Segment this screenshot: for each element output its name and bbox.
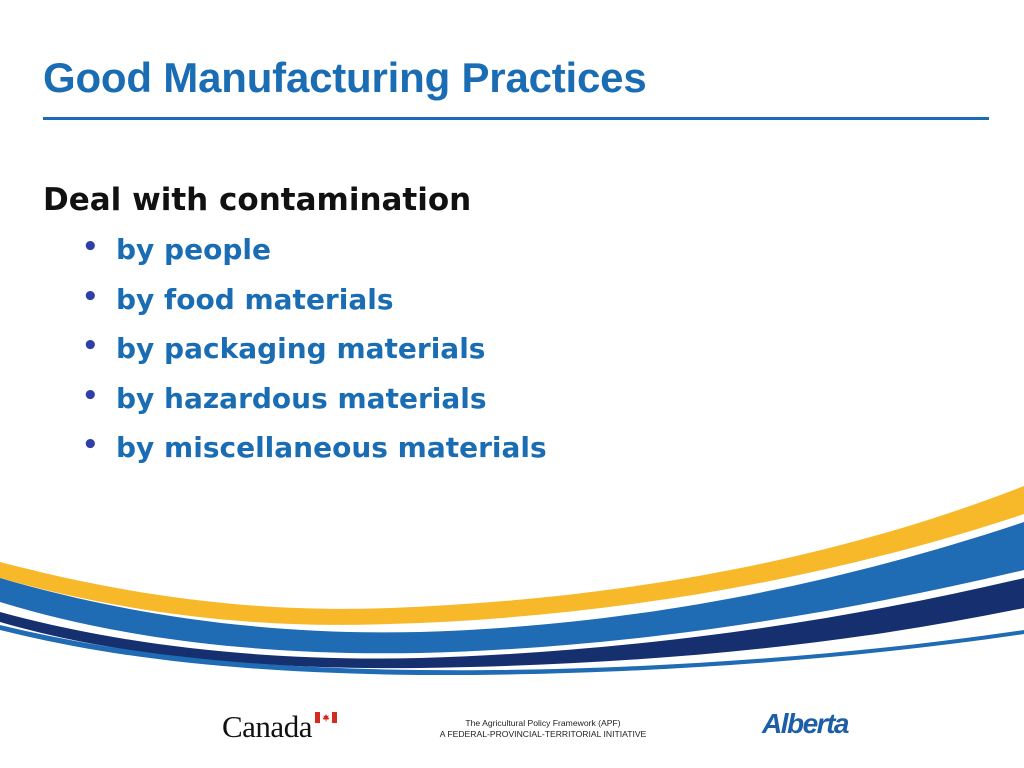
bullet-icon: •	[82, 232, 99, 262]
bullet-text: by packaging materials	[116, 332, 486, 365]
bullet-icon: •	[82, 380, 99, 411]
list-item: • by people	[80, 230, 547, 280]
list-item: • by packaging materials	[80, 329, 547, 379]
swoosh-blue-band	[0, 522, 1024, 654]
title-underline	[43, 117, 989, 120]
decorative-swoosh	[0, 486, 1024, 676]
bullet-icon: •	[82, 430, 99, 460]
swoosh-yellow-band	[0, 486, 1024, 625]
list-item: • by food materials	[80, 280, 547, 330]
canada-wordmark: Canada	[222, 709, 312, 744]
bullet-list: • by people • by food materials • by pac…	[80, 230, 547, 478]
list-item: • by hazardous materials	[80, 379, 547, 429]
list-item: • by miscellaneous materials	[80, 428, 547, 478]
slide-title: Good Manufacturing Practices	[43, 54, 647, 101]
bullet-text: by hazardous materials	[116, 381, 487, 415]
bullet-icon: •	[82, 281, 99, 312]
bullet-text: by miscellaneous materials	[116, 431, 547, 464]
bullet-text: by people	[116, 233, 271, 266]
canada-flag-icon	[315, 712, 337, 723]
bullet-icon: •	[82, 331, 99, 361]
swoosh-navy-band	[0, 578, 1024, 669]
apf-caption: The Agricultural Policy Framework (APF) …	[438, 718, 648, 740]
bullet-text: by food materials	[116, 282, 394, 316]
apf-line-1: The Agricultural Policy Framework (APF)	[465, 718, 621, 728]
apf-line-2: A FEDERAL-PROVINCIAL-TERRITORIAL INITIAT…	[439, 729, 647, 739]
alberta-wordmark: Alberta	[762, 708, 849, 739]
section-heading: Deal with contamination	[43, 182, 472, 218]
